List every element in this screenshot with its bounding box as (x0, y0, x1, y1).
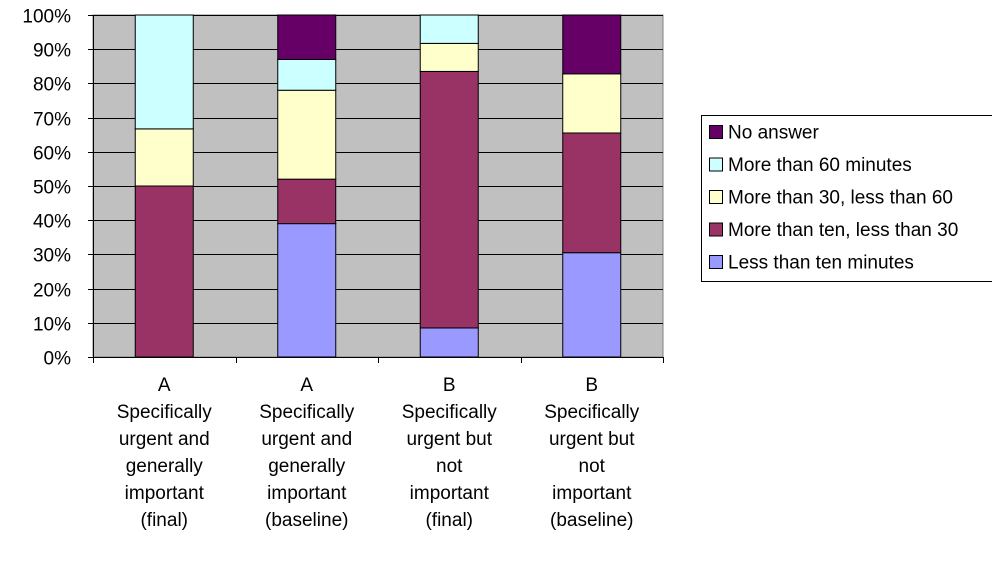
legend-label: More than 60 minutes (728, 155, 912, 176)
legend-label: More than ten, less than 30 (728, 220, 958, 241)
y-tick-label: 60% (33, 144, 71, 165)
x-category-label: A Specifically urgent and generally importan… (117, 375, 213, 531)
legend-label: No answer (728, 123, 819, 144)
bar-segment (277, 89, 337, 180)
legend-swatch (709, 222, 723, 237)
bar-segment (419, 327, 479, 358)
y-tick-label: 100% (22, 7, 71, 28)
bar-segment (277, 58, 337, 91)
bar-segment (419, 14, 479, 44)
x-category-label: B Specifically urgent but not important (base… (544, 375, 640, 531)
legend: No answer More than 60 minutes More than 3… (701, 115, 992, 282)
y-tick-label: 80% (33, 75, 71, 96)
legend-swatch (709, 190, 723, 204)
bar-segment (277, 223, 337, 358)
bar-segment (277, 178, 337, 225)
legend-label: More than 30, less than 60 (728, 188, 953, 209)
bar-segment (562, 252, 622, 358)
bar-segment (134, 185, 194, 358)
bar-segment (134, 128, 194, 187)
x-category-label: B Specifically urgent but not important (fina… (402, 375, 498, 531)
legend-swatch (709, 125, 723, 139)
y-tick-label: 30% (33, 246, 71, 267)
y-tick-label: 70% (33, 110, 71, 131)
bars (134, 14, 622, 358)
y-tick-label: 20% (33, 281, 71, 302)
bar-segment (134, 14, 194, 130)
bar-segment (562, 73, 622, 134)
y-tick-label: 50% (33, 178, 71, 199)
axes: 0% 10% 20% 30% 40% 50% 60% 70% 80% 90% 100% A Specif… (22, 7, 664, 531)
x-category-label: A Specifically urgent and generally importan… (259, 375, 355, 531)
bar-segment (562, 14, 622, 75)
bar-segment (419, 70, 479, 329)
y-tick-label: 90% (33, 41, 71, 62)
legend-swatch (709, 255, 723, 269)
y-tick-label: 0% (44, 349, 72, 370)
y-tick-label: 40% (33, 212, 71, 233)
legend-box (701, 115, 992, 282)
y-tick-label: 10% (33, 315, 71, 336)
bar-segment (277, 14, 337, 60)
legend-label: Less than ten minutes (728, 253, 914, 274)
bar-segment (562, 132, 622, 254)
legend-swatch (709, 157, 723, 172)
bar-segment (419, 42, 479, 72)
